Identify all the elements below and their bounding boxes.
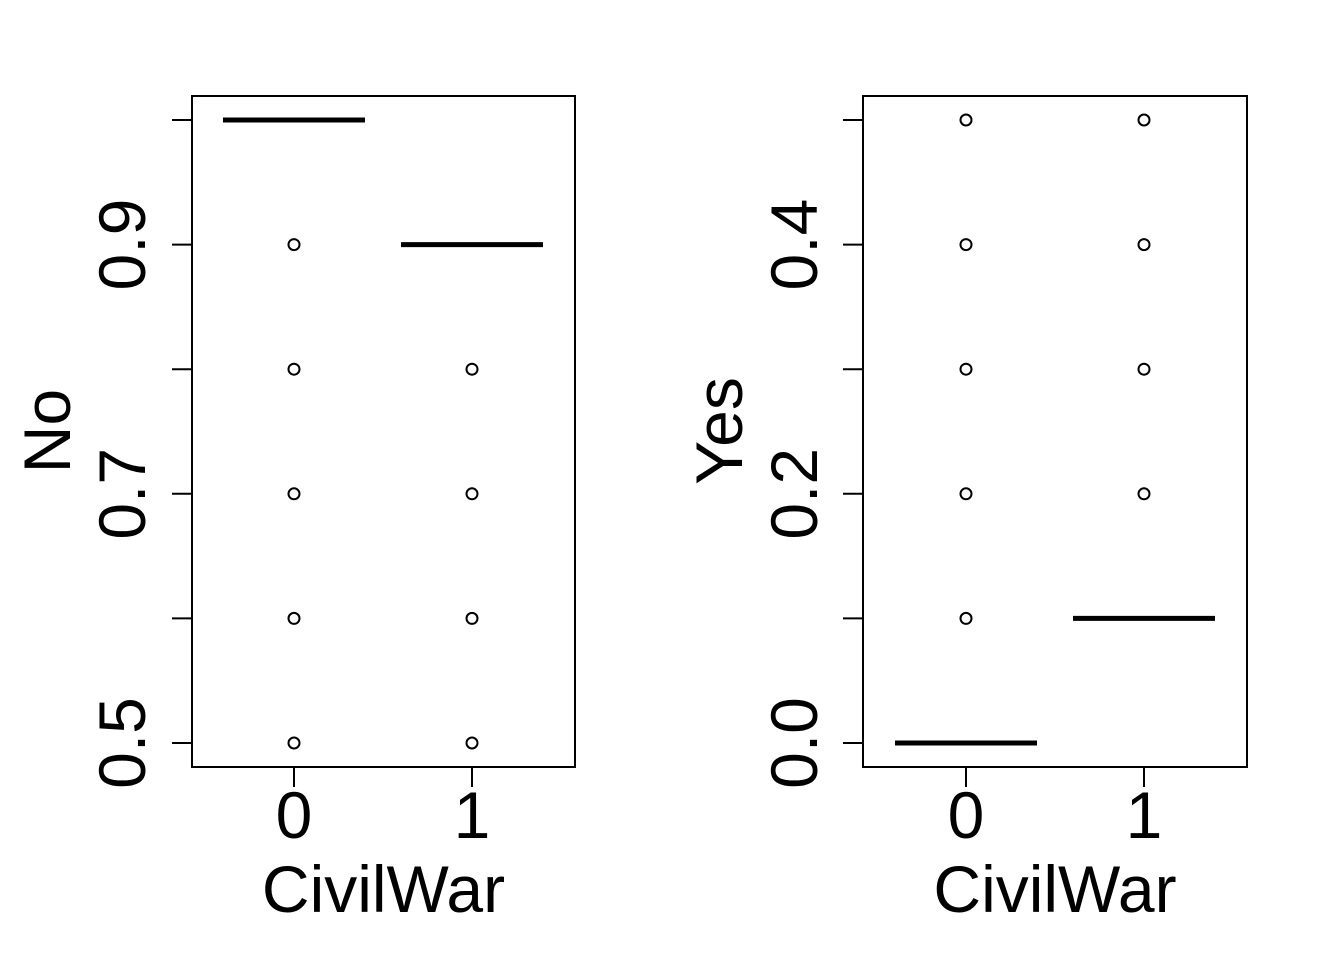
outlier-point (287, 362, 301, 376)
outlier-point (959, 113, 973, 127)
x-axis-label: CivilWar (933, 852, 1176, 926)
outlier-point (959, 487, 973, 501)
outlier-point (1137, 362, 1151, 376)
y-tick-label: 0.7 (85, 448, 159, 540)
outlier-point (287, 736, 301, 750)
plot-frame (862, 95, 1248, 768)
y-axis-label: No (10, 389, 84, 473)
y-tick-label: 0.9 (85, 199, 159, 291)
outlier-point (465, 736, 479, 750)
outlier-point (287, 487, 301, 501)
outlier-point (1137, 113, 1151, 127)
outlier-point (465, 362, 479, 376)
outlier-point (287, 238, 301, 252)
outlier-point (465, 611, 479, 625)
outlier-point (959, 611, 973, 625)
outlier-point (959, 362, 973, 376)
y-axis-label: Yes (682, 377, 756, 485)
x-tick-label: 0 (948, 778, 985, 852)
y-tick-label: 0.2 (757, 448, 831, 540)
y-tick-label: 0.5 (85, 697, 159, 789)
x-axis-label: CivilWar (262, 852, 505, 926)
y-tick-label: 0.4 (757, 199, 831, 291)
x-tick-label: 1 (454, 778, 491, 852)
plot-frame (191, 95, 576, 768)
outlier-point (1137, 487, 1151, 501)
x-tick-label: 1 (1126, 778, 1163, 852)
outlier-point (465, 487, 479, 501)
y-tick-label: 0.0 (757, 697, 831, 789)
outlier-point (1137, 238, 1151, 252)
x-tick-label: 0 (276, 778, 313, 852)
outlier-point (287, 611, 301, 625)
outlier-point (959, 238, 973, 252)
